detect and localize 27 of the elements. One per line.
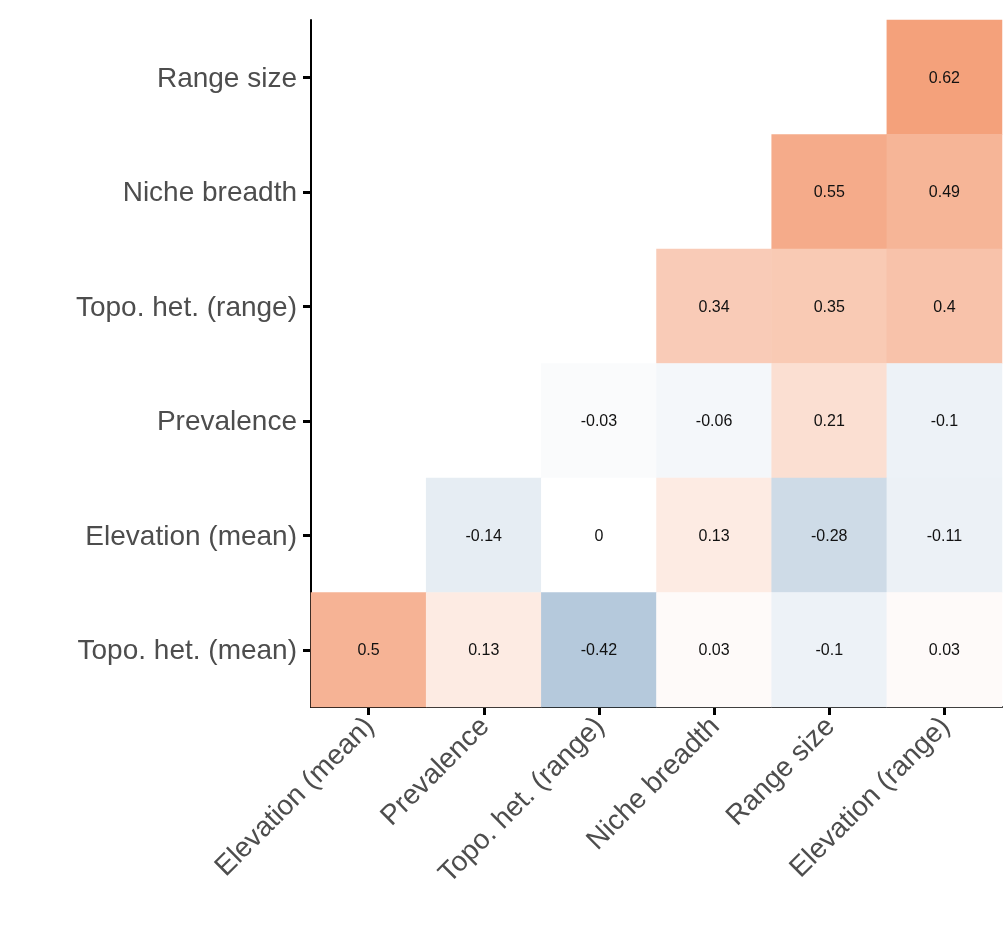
data-label: -0.42 bbox=[580, 641, 618, 659]
data-label: 0.13 bbox=[468, 641, 500, 659]
data-label: 0.5 bbox=[357, 641, 380, 659]
data-label: -0.14 bbox=[465, 526, 503, 544]
data-label: -0.03 bbox=[580, 412, 618, 430]
data-label: 0.49 bbox=[928, 183, 961, 201]
data-label: -0.11 bbox=[926, 526, 963, 544]
data-label: 0.21 bbox=[813, 412, 845, 430]
y-tick-label: Elevation (mean) bbox=[85, 519, 297, 551]
data-label: 0.4 bbox=[933, 297, 956, 315]
data-label: 0.55 bbox=[813, 183, 845, 201]
data-label: -0.28 bbox=[811, 526, 848, 544]
data-label: 0.62 bbox=[928, 68, 961, 86]
data-label: -0.1 bbox=[815, 641, 844, 659]
y-tick-label: Range size bbox=[156, 61, 297, 93]
data-label: 0.34 bbox=[698, 297, 730, 315]
y-tick-label: Prevalence bbox=[156, 405, 297, 437]
y-tick-label: Topo. het. (range) bbox=[75, 290, 297, 322]
data-label: -0.1 bbox=[930, 412, 959, 430]
data-label: -0.06 bbox=[695, 412, 733, 430]
data-label: 0.35 bbox=[813, 297, 845, 315]
data-label: 0.03 bbox=[928, 641, 961, 659]
y-tick-label: Topo. het. (mean) bbox=[77, 634, 297, 666]
data-label: 0 bbox=[594, 526, 604, 544]
data-label: 0.03 bbox=[698, 641, 730, 659]
data-label: 0.13 bbox=[698, 526, 730, 544]
y-tick-label: Niche breadth bbox=[122, 176, 297, 208]
